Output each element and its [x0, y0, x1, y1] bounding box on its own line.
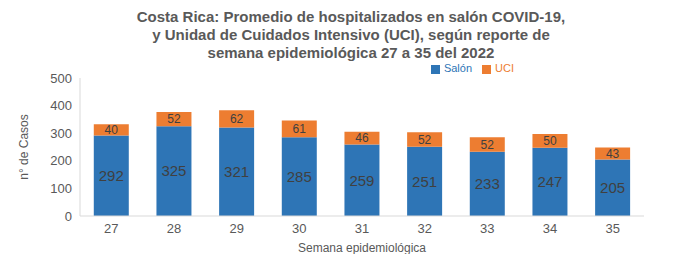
svg-text:259: 259 — [349, 172, 374, 189]
svg-text:251: 251 — [412, 173, 437, 190]
svg-text:31: 31 — [355, 221, 369, 236]
svg-text:233: 233 — [475, 175, 500, 192]
svg-text:30: 30 — [292, 221, 306, 236]
svg-text:325: 325 — [161, 162, 186, 179]
svg-text:285: 285 — [287, 168, 312, 185]
svg-text:200: 200 — [50, 153, 72, 168]
svg-text:27: 27 — [104, 221, 118, 236]
svg-text:33: 33 — [480, 221, 494, 236]
svg-text:292: 292 — [99, 167, 124, 184]
svg-text:247: 247 — [537, 173, 562, 190]
html-text:UCI: UCI — [495, 62, 514, 74]
svg-text:52: 52 — [418, 133, 432, 147]
svg-text:34: 34 — [543, 221, 557, 236]
svg-text:43: 43 — [606, 147, 620, 161]
svg-text:32: 32 — [417, 221, 431, 236]
svg-text:300: 300 — [50, 126, 72, 141]
svg-text:35: 35 — [605, 221, 619, 236]
html-text:Salón: Salón — [443, 62, 472, 74]
svg-text:500: 500 — [50, 71, 72, 86]
svg-text:62: 62 — [230, 112, 244, 126]
svg-text:28: 28 — [167, 221, 181, 236]
svg-text:Semana epidemiológica: Semana epidemiológica — [298, 241, 426, 254]
svg-text:n° de Casos: n° de Casos — [17, 114, 31, 180]
svg-text:205: 205 — [600, 179, 625, 196]
svg-text:50: 50 — [543, 134, 557, 148]
svg-text:100: 100 — [50, 181, 72, 196]
svg-text:400: 400 — [50, 98, 72, 113]
svg-text:52: 52 — [481, 138, 495, 152]
svg-text:0: 0 — [65, 209, 72, 224]
svg-text:321: 321 — [224, 163, 249, 180]
html-text:Costa Rica: Promedio de hospit: Costa Rica: Promedio de hospitalizados e… — [136, 8, 566, 61]
svg-text:52: 52 — [167, 112, 181, 126]
svg-text:61: 61 — [293, 122, 307, 136]
svg-text:40: 40 — [105, 123, 119, 137]
svg-text:29: 29 — [229, 221, 243, 236]
svg-text:46: 46 — [355, 131, 369, 145]
